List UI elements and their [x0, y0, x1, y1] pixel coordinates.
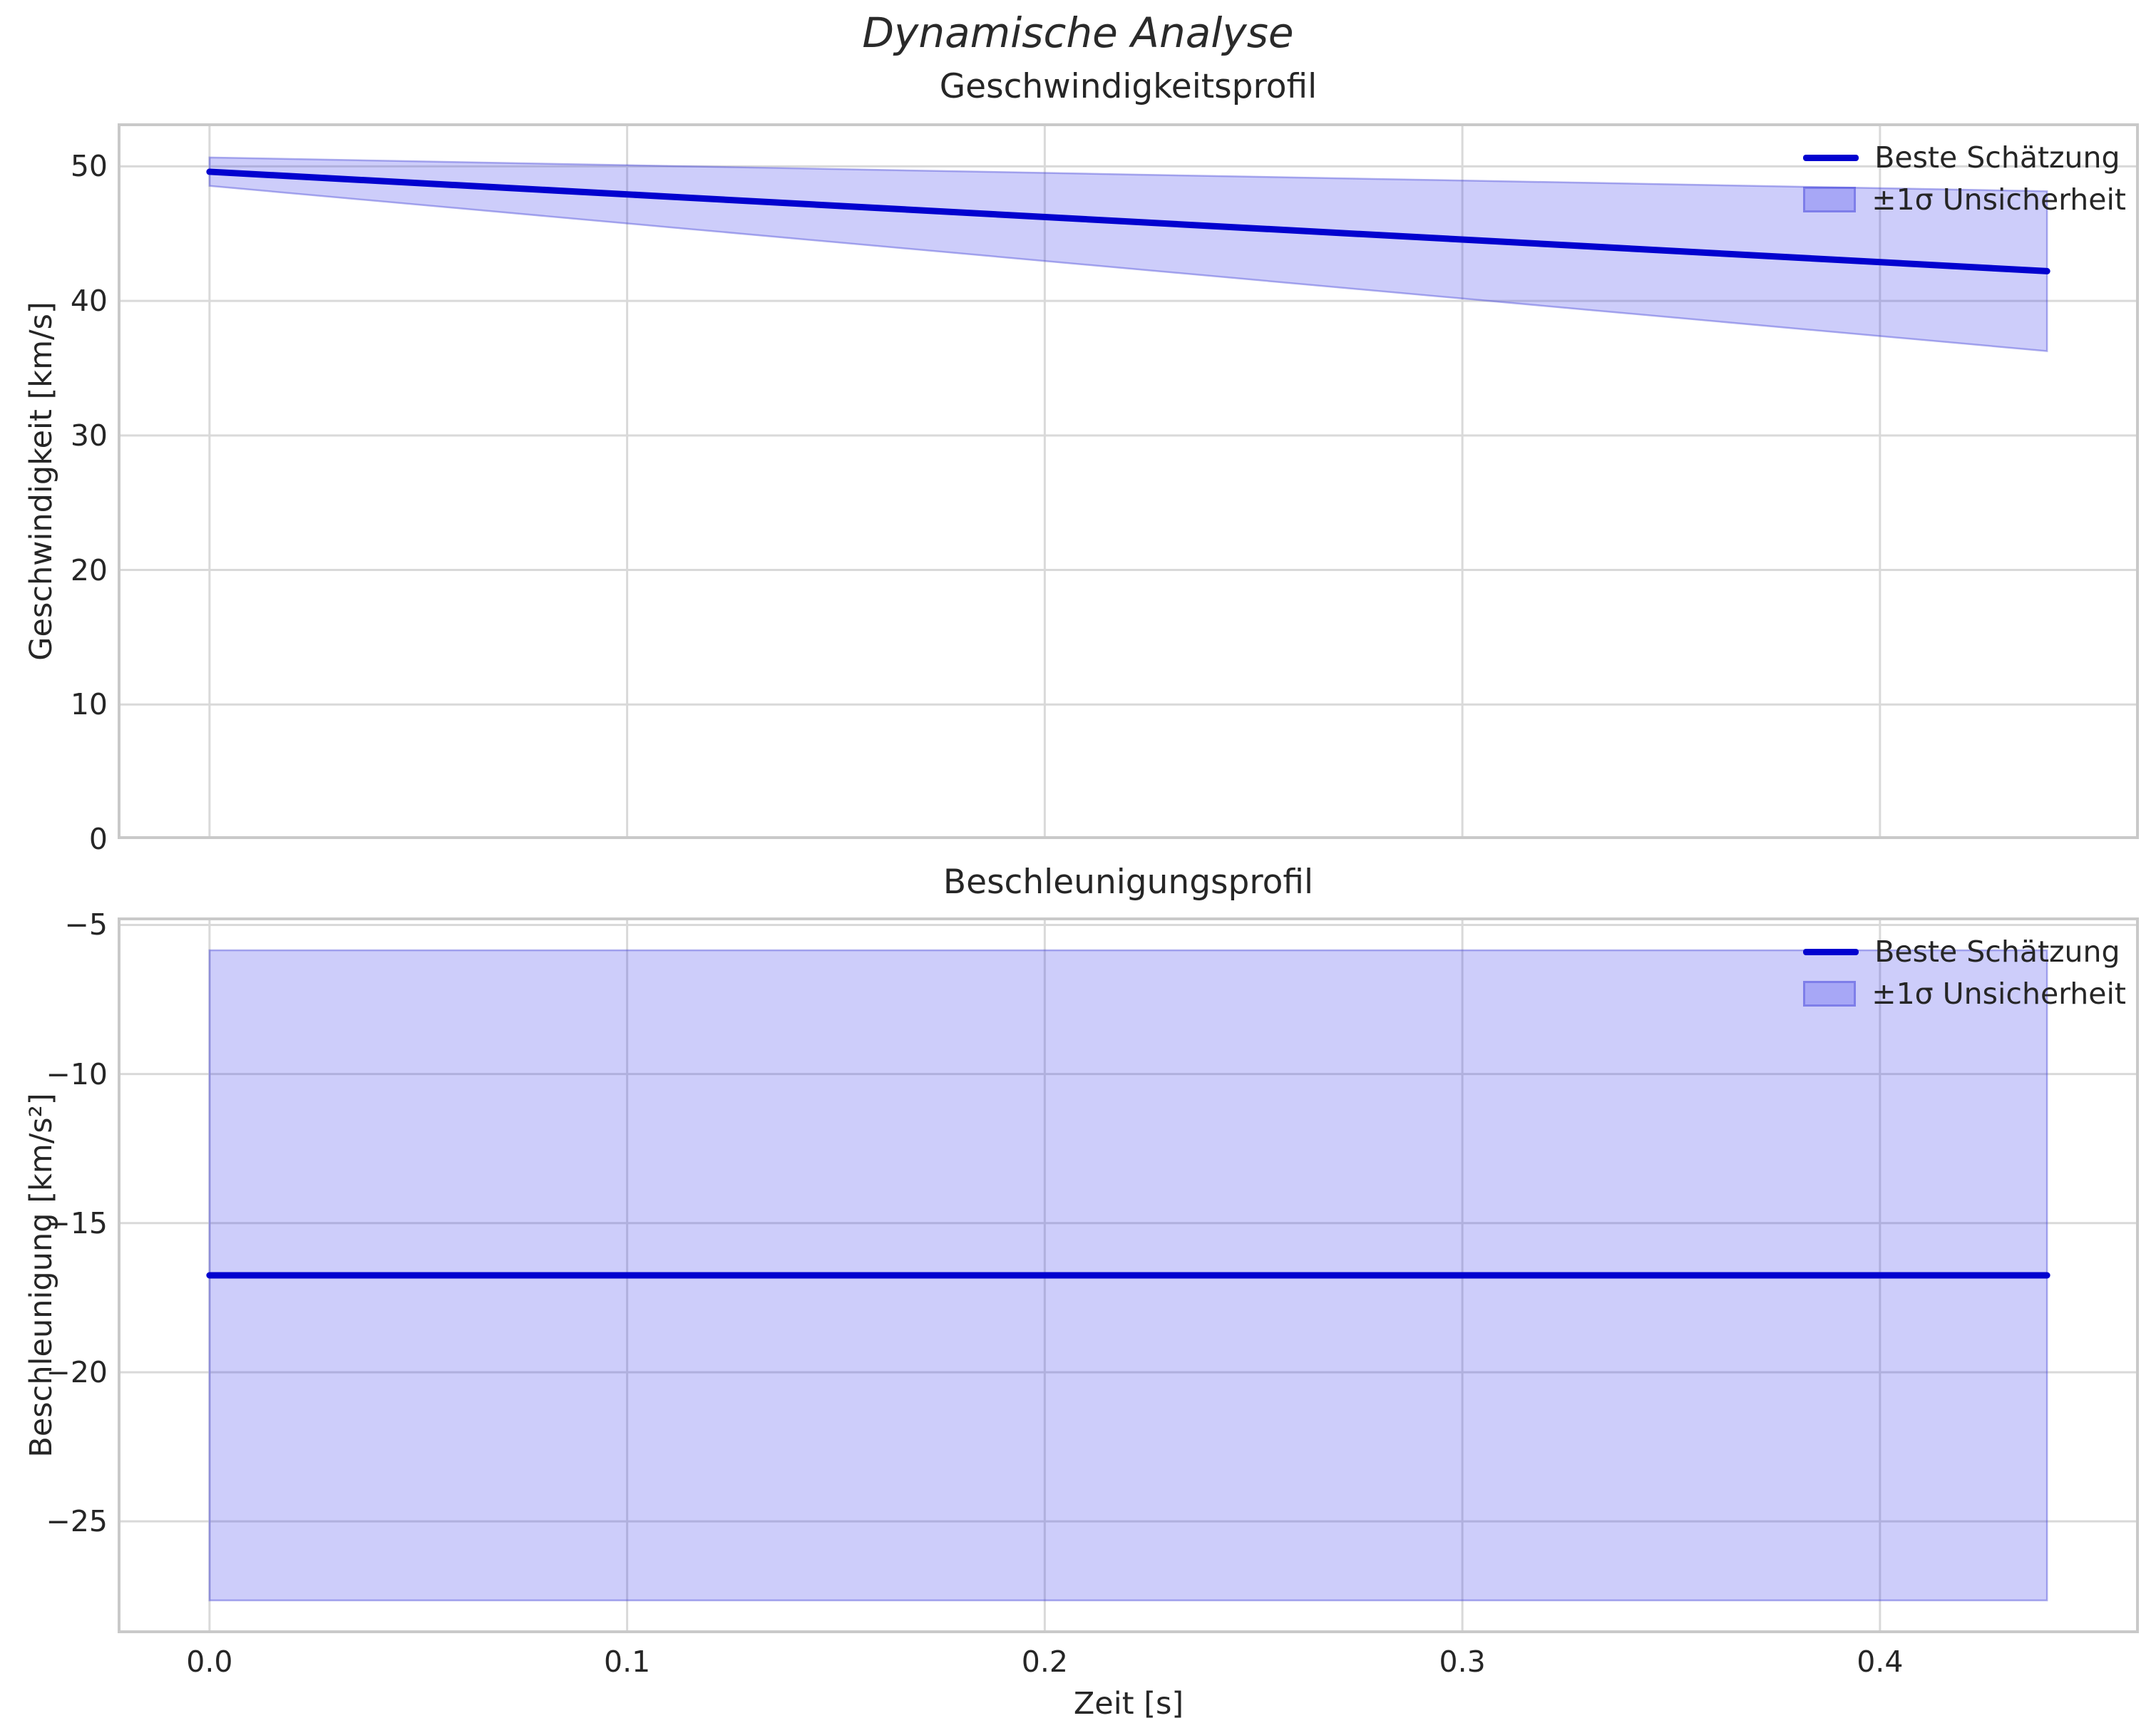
legend-label: Beste Schätzung [1874, 140, 2120, 175]
y-tick-label: 30 [70, 418, 108, 453]
y-tick-label: 10 [70, 687, 108, 722]
uncertainty-band [208, 156, 2048, 352]
y-tick-label: −10 [46, 1056, 108, 1091]
figure-title: Dynamische Analyse [862, 9, 1294, 57]
legend-label: ±1σ Unsicherheit [1872, 977, 2126, 1011]
y-tick-label: 40 [70, 284, 108, 319]
acceleration-legend: Beste Schätzung ±1σ Unsicherheit [1803, 933, 2126, 1012]
y-tick-label: −15 [46, 1205, 108, 1240]
legend-item-best-estimate: Beste Schätzung [1803, 933, 2126, 970]
y-tick-label: −20 [46, 1354, 108, 1389]
band-swatch-icon [1803, 981, 1857, 1007]
velocity-legend: Beste Schätzung ±1σ Unsicherheit [1803, 139, 2126, 218]
acceleration-plot-area: Beste Schätzung ±1σ Unsicherheit [118, 917, 2139, 1633]
velocity-plot-area: Beste Schätzung ±1σ Unsicherheit [118, 123, 2139, 839]
best-estimate-line [206, 168, 2050, 274]
velocity-y-axis-label: Geschwindigkeit [km/s] [24, 302, 59, 661]
legend-label: Beste Schätzung [1874, 935, 2120, 969]
x-axis-label: Zeit [s] [1073, 1686, 1184, 1722]
x-tick-label: 0.2 [1021, 1645, 1068, 1679]
y-tick-label: 50 [70, 149, 108, 184]
y-tick-label: 20 [70, 552, 108, 587]
y-tick-label: −25 [46, 1504, 108, 1539]
velocity-chart-title: Geschwindigkeitsprofil [939, 67, 1318, 106]
line-swatch-icon [1803, 948, 1859, 955]
axes-frame [118, 123, 2139, 839]
legend-item-uncertainty: ±1σ Unsicherheit [1803, 975, 2126, 1012]
velocity-plot-canvas [118, 123, 2139, 839]
x-tick-label: 0.0 [186, 1645, 233, 1679]
y-tick-label: −5 [64, 907, 108, 942]
x-tick-label: 0.4 [1857, 1645, 1904, 1679]
x-tick-label: 0.3 [1439, 1645, 1486, 1679]
band-swatch-icon [1803, 187, 1857, 212]
legend-item-uncertainty: ±1σ Unsicherheit [1803, 181, 2126, 218]
acceleration-plot-canvas [118, 917, 2139, 1633]
axes-frame [118, 917, 2139, 1633]
acceleration-chart-title: Beschleunigungsprofil [943, 863, 1314, 902]
y-tick-label: 0 [88, 822, 108, 856]
line-swatch-icon [1803, 154, 1859, 161]
x-tick-label: 0.1 [603, 1645, 651, 1679]
legend-label: ±1σ Unsicherheit [1872, 182, 2126, 217]
legend-item-best-estimate: Beste Schätzung [1803, 139, 2126, 176]
